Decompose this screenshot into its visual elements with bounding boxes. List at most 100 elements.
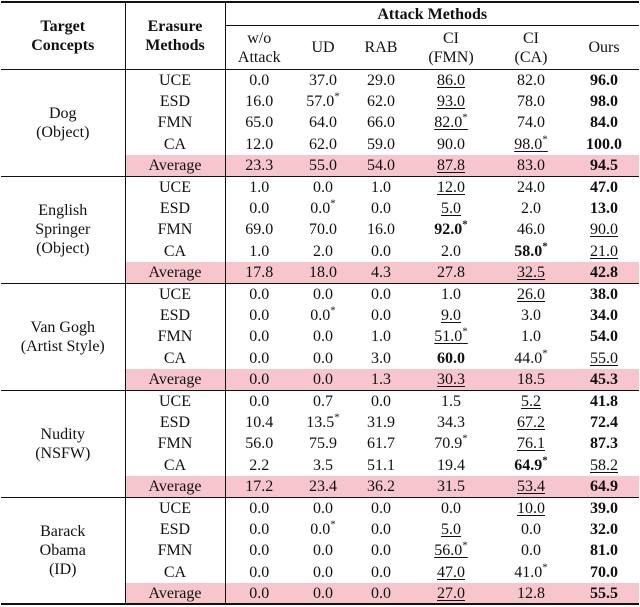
value-cell: 0.0	[353, 198, 409, 219]
value-number: 98.0	[590, 93, 618, 111]
value-cell: 0.0	[493, 519, 569, 540]
method-cell: UCE	[125, 283, 226, 305]
value-cell: 12.0	[409, 176, 493, 197]
value-number: 55.5	[590, 584, 618, 602]
value-text: 70.0	[309, 221, 337, 239]
value-cell: 18.0	[293, 262, 353, 284]
value-cell: 32.5	[493, 262, 569, 284]
value-text: 64.9*	[514, 454, 548, 474]
concept-text: Dog	[48, 104, 77, 122]
value-text: 17.2	[245, 477, 274, 495]
value-cell: 0.0	[353, 305, 409, 326]
value-cell: 3.0	[493, 305, 569, 326]
value-text: 82.0	[517, 71, 545, 89]
value-cell: 53.4	[493, 475, 569, 498]
concept-cell: Barack Obama (ID)	[1, 497, 126, 605]
value-cell: 29.0	[353, 70, 409, 91]
value-text: 54.0	[590, 328, 618, 345]
value-number: 58.0	[514, 242, 543, 260]
value-cell: 0.0	[225, 368, 293, 391]
value-text: 26.0	[517, 286, 545, 303]
value-text: 18.0	[309, 263, 337, 281]
value-text: 24.0	[517, 178, 545, 196]
value-cell: 10.4	[225, 412, 293, 433]
value-text: 81.0	[590, 542, 618, 559]
value-cell: 0.0	[293, 561, 353, 582]
value-cell: 0.0	[353, 497, 409, 518]
table-row: Nudity (NSFW) UCE 0.0 0.7 0.0 1.5 5.2 41.8	[1, 390, 639, 498]
value-text: 96.0	[590, 72, 618, 89]
value-number: 12.0	[437, 178, 465, 196]
value-cell: 1.5	[409, 390, 493, 411]
value-number: 92.0	[434, 221, 463, 239]
value-text: 18.5	[517, 370, 545, 388]
value-text: 21.0	[590, 243, 618, 260]
group: Van Gogh (Artist Style) UCE 0.0 0.0 0.0 1.0 26.…	[1, 283, 640, 391]
value-mark: *	[542, 454, 548, 467]
value-cell: 2.2	[225, 455, 293, 476]
value-number: 90.0	[590, 221, 618, 239]
value-cell: 59.0	[353, 134, 409, 155]
value-text: 3.5	[313, 456, 333, 474]
value-text: 0.0*	[310, 305, 336, 324]
concept-cell: English Springer (Object)	[1, 176, 126, 284]
value-cell: 69.0	[225, 219, 293, 240]
value-text: 98.0	[590, 93, 618, 110]
method-cell: CA	[125, 561, 226, 583]
value-cell: 0.0	[293, 176, 353, 197]
value-text: 1.0	[371, 328, 391, 346]
value-text: 51.1	[367, 456, 395, 474]
value-text: 62.0	[309, 135, 337, 153]
method-cell: UCE	[125, 176, 226, 198]
method-cell: ESD	[125, 411, 226, 434]
value-cell: 0.0	[353, 582, 409, 605]
table-row: CA 1.0 2.0 0.0 2.0 58.0* 21.0	[1, 240, 639, 263]
header-text: Concepts	[31, 37, 95, 54]
value-text: 54.0	[367, 157, 395, 174]
header-cell: UD	[293, 26, 353, 70]
value-text: 0.0	[313, 584, 333, 602]
value-cell: 0.0	[225, 198, 293, 219]
value-cell: 3.0	[353, 348, 409, 369]
value-cell: 12.0	[225, 134, 293, 155]
method-cell: Average	[125, 475, 226, 498]
value-cell: 34.0	[569, 305, 639, 326]
table-row: CA 2.2 3.5 51.1 19.4 64.9* 58.2	[1, 454, 639, 476]
value-number: 9.0	[441, 306, 461, 324]
table-row: FMN 0.0 0.0 1.0 51.0* 1.0 54.0	[1, 326, 639, 348]
value-text: 38.0	[590, 286, 618, 303]
value-cell: 13.5*	[293, 412, 353, 433]
value-text: 56.0*	[434, 540, 468, 559]
value-mark: *	[330, 518, 336, 531]
value-cell: 86.0	[409, 70, 493, 91]
value-text: 0.0	[313, 563, 333, 581]
value-text: 3.0	[521, 306, 541, 324]
table-row: ESD 0.0 0.0* 0.0 5.0 2.0 13.0	[1, 197, 639, 220]
value-cell: 51.1	[353, 455, 409, 476]
concept-text: Van Gogh	[30, 318, 95, 336]
header-cell: Attack Methods	[225, 2, 640, 26]
value-mark: *	[462, 219, 468, 232]
concept-text: (Object)	[36, 240, 90, 258]
value-text: 0.0	[441, 499, 461, 517]
value-text: 66.0	[367, 114, 395, 132]
value-cell: 1.0	[409, 283, 493, 304]
value-text: 46.0	[517, 221, 545, 239]
value-text: 0.0	[313, 542, 333, 560]
value-text: 0.0	[249, 563, 270, 581]
value-number: 41.0	[514, 563, 543, 581]
value-number: 58.2	[590, 456, 618, 474]
value-cell: 0.0*	[293, 198, 353, 219]
value-cell: 81.0	[569, 540, 639, 561]
table-row: FMN 56.0 75.9 61.7 70.9* 76.1 87.3	[1, 433, 639, 455]
header-row: w/o Attack UD RAB CI (FMN) CI (CA) Ours	[1, 26, 639, 70]
value-text: 78.0	[517, 93, 545, 111]
header-cell: Target Concepts	[1, 2, 126, 70]
method-cell: FMN	[125, 326, 226, 348]
value-text: 0.0	[371, 306, 391, 324]
method-cell: Average	[125, 155, 226, 177]
value-number: 64.9	[514, 456, 543, 474]
value-text: 0.0	[313, 328, 333, 346]
value-cell: 90.0	[569, 219, 639, 240]
